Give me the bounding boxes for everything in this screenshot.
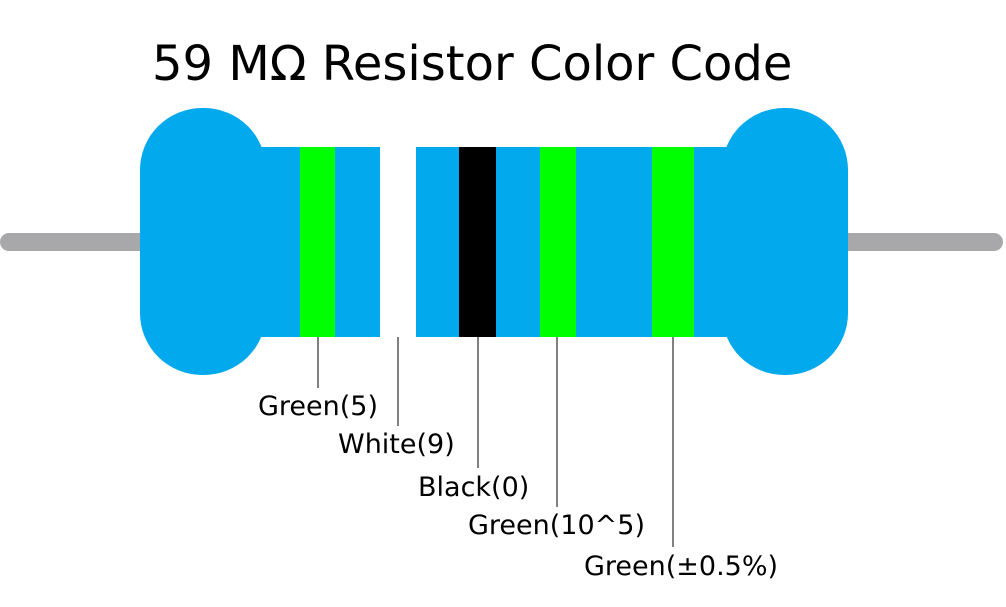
band bbox=[300, 147, 335, 337]
band-label: White(9) bbox=[338, 429, 455, 460]
band-label: Green(5) bbox=[258, 391, 378, 422]
band-label: Green(10^5) bbox=[468, 510, 645, 541]
title: 59 MΩ Resistor Color Code bbox=[152, 36, 792, 92]
band bbox=[540, 147, 576, 337]
band bbox=[652, 147, 694, 337]
band-label: Green(±0.5%) bbox=[584, 551, 778, 582]
band bbox=[380, 147, 416, 337]
band bbox=[459, 147, 496, 337]
end-cap bbox=[722, 108, 848, 375]
end-cap bbox=[140, 108, 266, 375]
band-label: Black(0) bbox=[418, 472, 529, 503]
